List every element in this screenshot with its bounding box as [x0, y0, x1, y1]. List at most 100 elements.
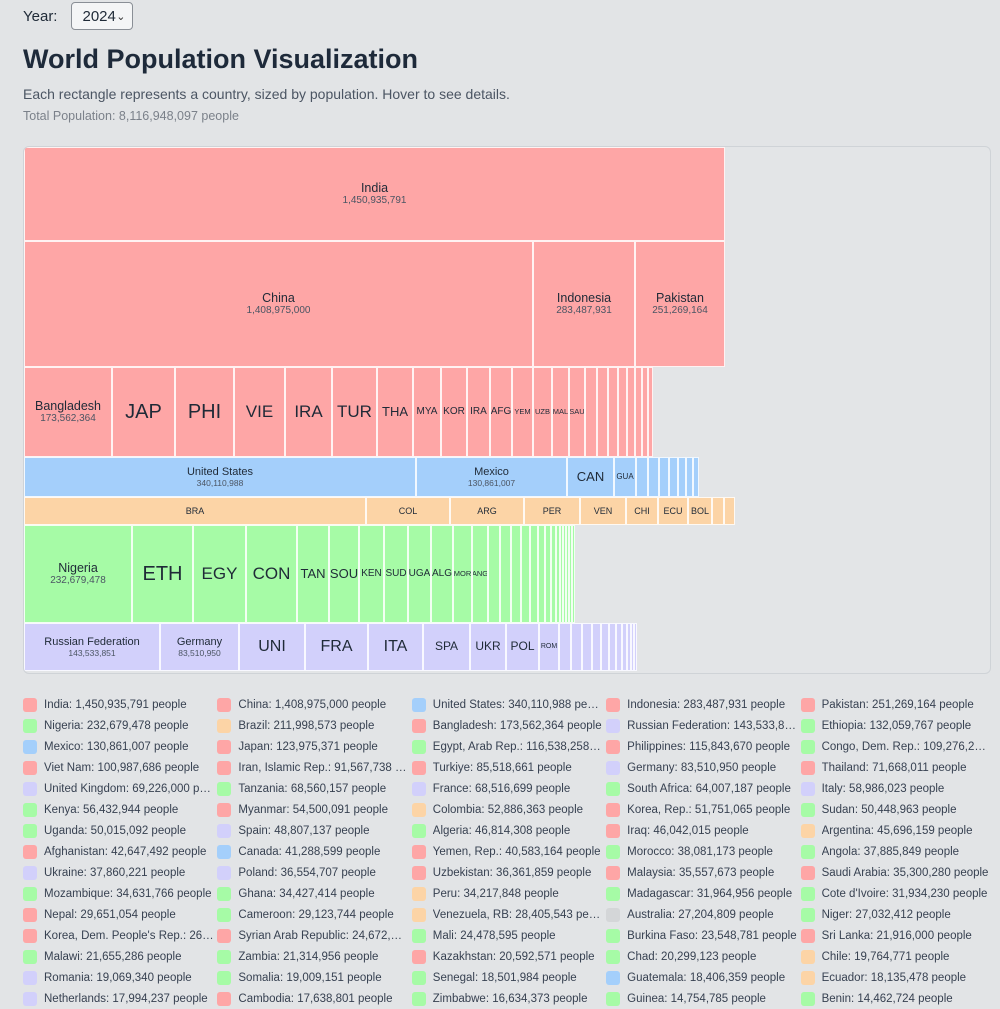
treemap-cell[interactable]: MOR [453, 525, 472, 623]
treemap-cell[interactable]: UNI [239, 623, 305, 671]
treemap-cell[interactable] [556, 525, 560, 623]
treemap-cell[interactable] [622, 623, 627, 671]
treemap-cell[interactable]: IRA [285, 367, 332, 457]
treemap-cell[interactable]: UKR [470, 623, 506, 671]
treemap-cell[interactable]: VEN [580, 497, 626, 525]
treemap-cell[interactable]: China 1,408,975,000 [24, 241, 533, 367]
treemap-cell[interactable] [678, 457, 686, 497]
legend-label: Romania: 19,069,340 people [44, 971, 192, 984]
treemap-cell[interactable] [693, 457, 699, 497]
treemap-cell[interactable]: KOR [441, 367, 467, 457]
treemap-cell[interactable]: TUR [332, 367, 377, 457]
treemap-cell[interactable] [585, 367, 597, 457]
treemap-cell[interactable]: ETH [132, 525, 193, 623]
treemap-cell[interactable] [559, 623, 571, 671]
treemap-cell[interactable]: Nigeria 232,679,478 [24, 525, 132, 623]
year-select[interactable]: 2024 ⌄ [71, 2, 134, 30]
treemap-cell[interactable]: SOU [329, 525, 359, 623]
treemap-cell[interactable]: CHI [626, 497, 658, 525]
treemap-cell[interactable]: ROM [539, 623, 559, 671]
treemap-cell[interactable] [631, 623, 634, 671]
treemap-cell[interactable] [609, 623, 616, 671]
treemap-cell[interactable] [686, 457, 693, 497]
treemap-cell[interactable]: YEM [512, 367, 533, 457]
treemap-cell[interactable]: United States 340,110,988 [24, 457, 416, 497]
treemap-cell[interactable]: IRA [467, 367, 490, 457]
treemap-cell[interactable]: India 1,450,935,791 [24, 147, 725, 241]
treemap-cell[interactable] [582, 623, 592, 671]
treemap-cell[interactable]: AFG [490, 367, 512, 457]
treemap-cell[interactable] [511, 525, 521, 623]
treemap-cell[interactable]: Germany 83,510,950 [160, 623, 239, 671]
treemap-cell[interactable] [669, 457, 678, 497]
treemap-cell[interactable] [563, 525, 566, 623]
treemap-cell[interactable] [597, 367, 608, 457]
treemap-cell[interactable]: MAL [552, 367, 569, 457]
treemap-cell[interactable]: JAP [112, 367, 175, 457]
treemap-cell[interactable]: SUD [384, 525, 408, 623]
treemap-cell[interactable]: VIE [234, 367, 285, 457]
treemap-cell[interactable]: Indonesia 283,487,931 [533, 241, 635, 367]
legend-label: Algeria: 46,814,308 people [432, 824, 571, 837]
treemap-cell[interactable]: MYA [413, 367, 441, 457]
treemap-cell[interactable]: PHI [175, 367, 234, 457]
treemap-cell[interactable] [538, 525, 545, 623]
treemap-cell[interactable]: ARG [450, 497, 524, 525]
treemap-cell[interactable] [569, 525, 572, 623]
treemap-cell[interactable] [648, 367, 653, 457]
treemap-cell[interactable] [712, 497, 724, 525]
treemap-cell-label: PER [542, 505, 562, 516]
legend-label: Congo, Dem. Rep.: 109,276,265 pe... [821, 740, 992, 753]
treemap-cell[interactable] [592, 623, 601, 671]
treemap-cell[interactable]: TAN [297, 525, 329, 623]
treemap-cell[interactable] [521, 525, 530, 623]
legend-item: Pakistan: 251,269,164 people [800, 694, 995, 715]
treemap-cell[interactable]: UZB [533, 367, 552, 457]
treemap-cell[interactable]: ANG [472, 525, 488, 623]
treemap-cell[interactable]: FRA [305, 623, 368, 671]
treemap-cell[interactable] [627, 623, 631, 671]
treemap-cell[interactable]: CAN [567, 457, 614, 497]
treemap-cell[interactable] [545, 525, 551, 623]
treemap-cell[interactable] [571, 623, 582, 671]
treemap-cell[interactable]: BOL [688, 497, 712, 525]
treemap-cell[interactable] [601, 623, 609, 671]
treemap-cell[interactable] [551, 525, 556, 623]
treemap-cell[interactable] [616, 623, 622, 671]
treemap-cell[interactable]: Mexico 130,861,007 [416, 457, 567, 497]
treemap-cell[interactable] [530, 525, 538, 623]
treemap-cell[interactable] [608, 367, 618, 457]
treemap-cell[interactable]: EGY [193, 525, 246, 623]
treemap-cell[interactable]: GUA [614, 457, 636, 497]
treemap-cell[interactable]: UGA [408, 525, 431, 623]
treemap-cell[interactable]: BRA [24, 497, 366, 525]
treemap-cell[interactable]: SPA [423, 623, 470, 671]
treemap-cell[interactable]: ECU [658, 497, 688, 525]
treemap-cell[interactable] [627, 367, 635, 457]
treemap-cell[interactable]: Bangladesh 173,562,364 [24, 367, 112, 457]
treemap-cell[interactable] [618, 367, 627, 457]
treemap-cell[interactable] [566, 525, 569, 623]
treemap-cell[interactable]: Pakistan 251,269,164 [635, 241, 725, 367]
treemap-cell[interactable] [635, 367, 642, 457]
treemap-cell[interactable]: COL [366, 497, 450, 525]
treemap-cell[interactable] [572, 525, 575, 623]
treemap-cell[interactable]: PER [524, 497, 580, 525]
treemap-cell[interactable]: CON [246, 525, 297, 623]
treemap-cell[interactable] [642, 367, 648, 457]
treemap-cell[interactable]: Russian Federation 143,533,851 [24, 623, 160, 671]
treemap-cell[interactable] [636, 457, 648, 497]
treemap-cell[interactable] [500, 525, 511, 623]
treemap-cell[interactable] [488, 525, 500, 623]
treemap-cell[interactable] [560, 525, 563, 623]
treemap-cell[interactable] [724, 497, 735, 525]
treemap-cell[interactable]: SAU [569, 367, 585, 457]
treemap-cell[interactable] [634, 623, 637, 671]
treemap-cell[interactable]: ALG [431, 525, 453, 623]
treemap-cell[interactable]: KEN [359, 525, 384, 623]
treemap-cell[interactable]: POL [506, 623, 539, 671]
treemap-cell[interactable] [648, 457, 659, 497]
treemap-cell[interactable] [659, 457, 669, 497]
treemap-cell[interactable]: ITA [368, 623, 423, 671]
treemap-cell[interactable]: THA [377, 367, 413, 457]
